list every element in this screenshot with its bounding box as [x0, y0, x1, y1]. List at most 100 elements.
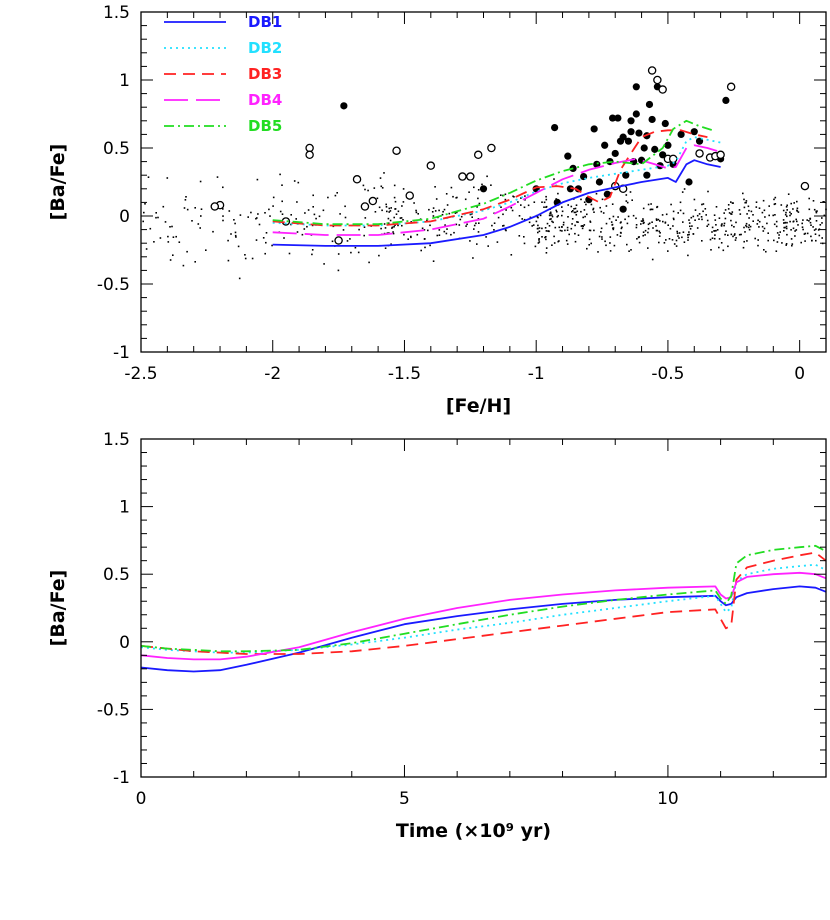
field-star-dot — [279, 210, 282, 213]
x-tick-labels: 0 5 10 — [136, 789, 679, 809]
field-star-dot — [443, 208, 446, 211]
field-star-dot — [733, 234, 736, 236]
filled-star-point — [340, 102, 348, 110]
field-star-dot — [178, 241, 181, 243]
field-star-dot — [426, 219, 428, 221]
field-star-dot — [194, 261, 196, 263]
field-star-dot — [791, 243, 794, 245]
field-star-dot — [792, 208, 794, 210]
field-star-dot — [580, 210, 582, 213]
field-star-dot — [786, 233, 788, 236]
open-star-point — [334, 236, 343, 245]
field-star-dot — [453, 231, 455, 234]
field-star-dot — [244, 254, 246, 256]
field-star-dot — [155, 216, 157, 219]
field-star-dot — [705, 214, 707, 216]
open-star-point — [658, 85, 667, 94]
field-star-dot — [720, 225, 723, 227]
field-star-dot — [337, 269, 340, 272]
field-star-dot — [588, 229, 591, 232]
field-star-dot — [576, 210, 579, 213]
field-star-dot — [490, 184, 492, 186]
field-star-dot — [647, 247, 649, 249]
field-star-dot — [528, 221, 531, 224]
field-star-dot — [598, 235, 601, 238]
field-star-dot — [500, 206, 502, 208]
field-star-dot — [738, 233, 741, 236]
field-star-dot — [681, 191, 684, 193]
field-star-dot — [628, 250, 630, 252]
field-star-dot — [613, 244, 616, 247]
open-star-point — [392, 146, 401, 155]
field-star-dot — [374, 211, 377, 213]
field-star-dot — [762, 199, 765, 202]
field-star-dot — [545, 198, 548, 201]
field-star-dot — [436, 234, 439, 237]
filled-star-point — [643, 171, 651, 179]
field-star-dot — [822, 201, 824, 203]
field-star-dot — [222, 219, 224, 222]
field-star-dot — [265, 241, 267, 244]
field-star-dot — [281, 200, 283, 203]
field-star-dot — [775, 220, 778, 223]
field-star-dot — [710, 249, 712, 251]
field-star-dot — [743, 226, 745, 229]
field-star-dot — [743, 198, 745, 201]
open-star-point — [305, 150, 314, 160]
field-star-dot — [813, 208, 816, 211]
field-star-dot — [657, 218, 660, 221]
field-star-dot — [265, 232, 268, 234]
field-star-dot — [402, 201, 405, 203]
series-line-db4 — [272, 144, 721, 236]
field-star-dot — [810, 224, 812, 226]
field-star-dot — [423, 229, 426, 231]
field-star-dot — [754, 237, 756, 240]
field-star-dot — [790, 213, 792, 215]
field-star-dot — [785, 225, 788, 228]
field-star-dot — [821, 217, 823, 219]
field-star-dot — [590, 203, 593, 206]
field-star-dot — [557, 192, 559, 195]
field-star-dot — [167, 235, 169, 238]
field-star-dot — [535, 220, 538, 223]
field-star-dot — [776, 232, 779, 234]
field-star-dot — [227, 259, 230, 262]
field-star-dot — [172, 254, 174, 256]
field-star-dot — [592, 208, 594, 211]
field-star-dot — [670, 203, 672, 206]
field-star-dot — [755, 206, 758, 208]
field-star-dot — [378, 254, 380, 257]
field-star-dot — [810, 235, 812, 238]
field-star-dot — [581, 225, 584, 227]
tick-marks — [140, 11, 827, 353]
open-star-point — [726, 82, 736, 92]
field-star-dot — [362, 184, 365, 187]
field-star-dot — [543, 206, 545, 208]
field-star-dot — [212, 230, 214, 233]
field-star-dot — [559, 229, 562, 232]
field-star-dot — [620, 227, 623, 230]
field-star-dot — [397, 224, 399, 227]
field-star-dot — [792, 220, 795, 223]
field-star-dot — [336, 192, 338, 194]
field-star-dot — [790, 229, 792, 231]
y-axis-title: [Ba/Fe] — [47, 570, 69, 647]
y-tick-label: 1.5 — [103, 3, 130, 23]
field-star-dot — [395, 213, 398, 215]
field-star-dot — [615, 219, 617, 221]
field-star-dot — [669, 227, 672, 230]
filled-star-point — [661, 119, 669, 128]
field-star-dot — [718, 246, 720, 249]
field-star-dot — [687, 236, 689, 239]
y-tick-labels: -1 -0.5 0 0.5 1 1.5 — [97, 3, 130, 363]
field-star-dot — [658, 235, 661, 237]
field-star-dot — [661, 214, 664, 216]
filled-star-point — [645, 100, 654, 109]
field-star-dot — [616, 234, 619, 236]
field-star-dot — [672, 210, 675, 213]
field-star-dot — [642, 222, 645, 225]
field-star-dot — [815, 220, 818, 222]
field-star-dot — [601, 198, 604, 201]
field-star-dot — [191, 220, 193, 222]
field-star-dot — [632, 214, 635, 217]
